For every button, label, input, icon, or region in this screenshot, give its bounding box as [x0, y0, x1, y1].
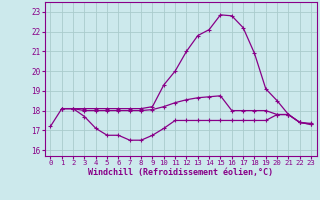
X-axis label: Windchill (Refroidissement éolien,°C): Windchill (Refroidissement éolien,°C): [88, 168, 273, 177]
